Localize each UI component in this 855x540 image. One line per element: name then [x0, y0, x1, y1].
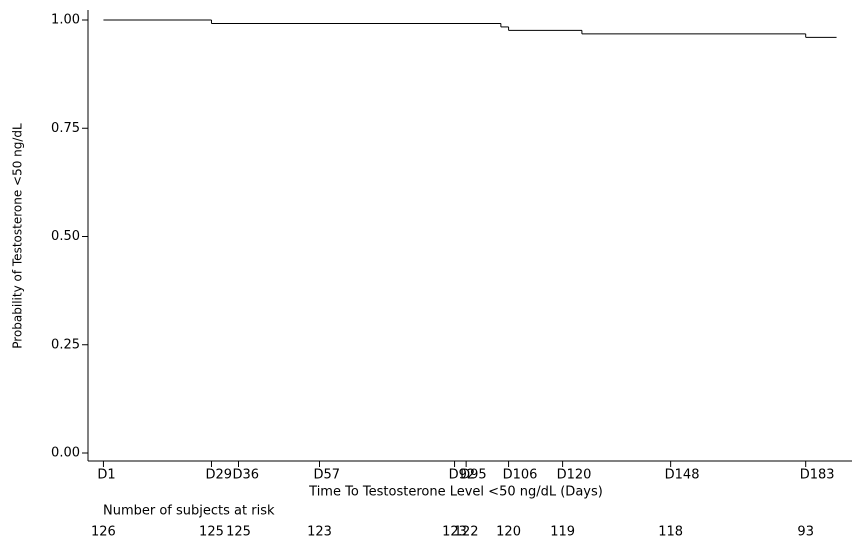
at-risk-count: 122	[454, 525, 479, 540]
x-tick-label: D29	[205, 468, 232, 483]
y-tick-label: 0.25	[51, 337, 80, 352]
at-risk-count: 120	[496, 525, 521, 540]
x-tick-label: D148	[665, 468, 700, 483]
x-tick-label: D1	[97, 468, 115, 483]
at-risk-count: 125	[199, 525, 224, 540]
y-tick-label: 0.50	[51, 229, 80, 244]
y-axis-label: Probability of Testosterone <50 ng/dL	[11, 123, 25, 349]
at-risk-count: 126	[91, 525, 116, 540]
x-tick-label: D95	[460, 468, 487, 483]
x-tick-label: D92	[449, 468, 476, 483]
x-tick-label: D36	[232, 468, 259, 483]
x-tick-label: D106	[503, 468, 538, 483]
at-risk-count: 119	[550, 525, 575, 540]
x-tick-label: D183	[800, 468, 835, 483]
x-tick-label: D120	[557, 468, 592, 483]
at-risk-count: 123	[442, 525, 467, 540]
x-axis-label: Time To Testosterone Level <50 ng/dL (Da…	[308, 485, 603, 500]
y-tick-label: 0.00	[51, 446, 80, 461]
y-tick-label: 0.75	[51, 121, 80, 136]
x-tick-label: D57	[314, 468, 341, 483]
at-risk-count: 118	[658, 525, 683, 540]
y-tick-label: 1.00	[51, 13, 80, 28]
at-risk-title: Number of subjects at risk	[103, 504, 275, 519]
at-risk-count: 123	[307, 525, 332, 540]
at-risk-count: 93	[797, 525, 814, 540]
at-risk-count: 125	[226, 525, 251, 540]
